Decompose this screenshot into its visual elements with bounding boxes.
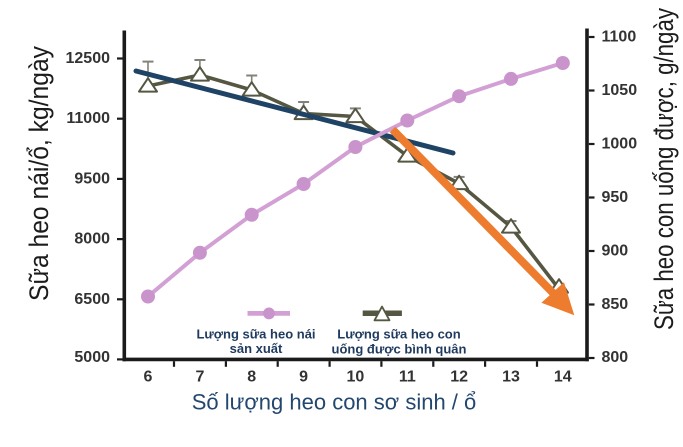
svg-text:5000: 5000 bbox=[74, 349, 110, 366]
svg-text:8: 8 bbox=[247, 369, 256, 386]
svg-text:Sữa heo nái/ổ, kg/ngày: Sữa heo nái/ổ, kg/ngày bbox=[24, 46, 54, 301]
svg-text:Lượng sữa heo nái: Lượng sữa heo nái bbox=[196, 327, 315, 342]
svg-text:900: 900 bbox=[602, 243, 629, 260]
svg-text:Sữa heo con uống được, g/ngày: Sữa heo con uống được, g/ngày bbox=[649, 8, 679, 330]
svg-text:11000: 11000 bbox=[66, 110, 110, 127]
svg-text:uống được bình quân: uống được bình quân bbox=[332, 342, 467, 357]
svg-text:13: 13 bbox=[502, 369, 520, 386]
svg-text:12: 12 bbox=[450, 369, 468, 386]
svg-text:sản xuất: sản xuất bbox=[230, 341, 283, 356]
svg-text:8000: 8000 bbox=[74, 231, 110, 248]
svg-text:9500: 9500 bbox=[74, 170, 110, 187]
svg-text:Số lượng heo con sơ sinh / ổ: Số lượng heo con sơ sinh / ổ bbox=[192, 389, 477, 414]
svg-text:14: 14 bbox=[554, 369, 572, 386]
svg-text:1000: 1000 bbox=[602, 136, 638, 153]
svg-text:11: 11 bbox=[399, 369, 416, 386]
svg-text:6: 6 bbox=[144, 369, 153, 386]
svg-text:12500: 12500 bbox=[66, 50, 111, 67]
svg-text:850: 850 bbox=[602, 296, 629, 313]
svg-text:10: 10 bbox=[347, 369, 365, 386]
svg-text:1050: 1050 bbox=[602, 82, 638, 99]
svg-text:7: 7 bbox=[195, 369, 204, 386]
svg-text:800: 800 bbox=[602, 349, 629, 366]
svg-text:1100: 1100 bbox=[602, 29, 637, 46]
svg-text:9: 9 bbox=[299, 369, 308, 386]
svg-text:950: 950 bbox=[602, 189, 629, 206]
svg-text:Lượng sữa heo con: Lượng sữa heo con bbox=[337, 327, 460, 342]
svg-text:6500: 6500 bbox=[74, 291, 110, 308]
